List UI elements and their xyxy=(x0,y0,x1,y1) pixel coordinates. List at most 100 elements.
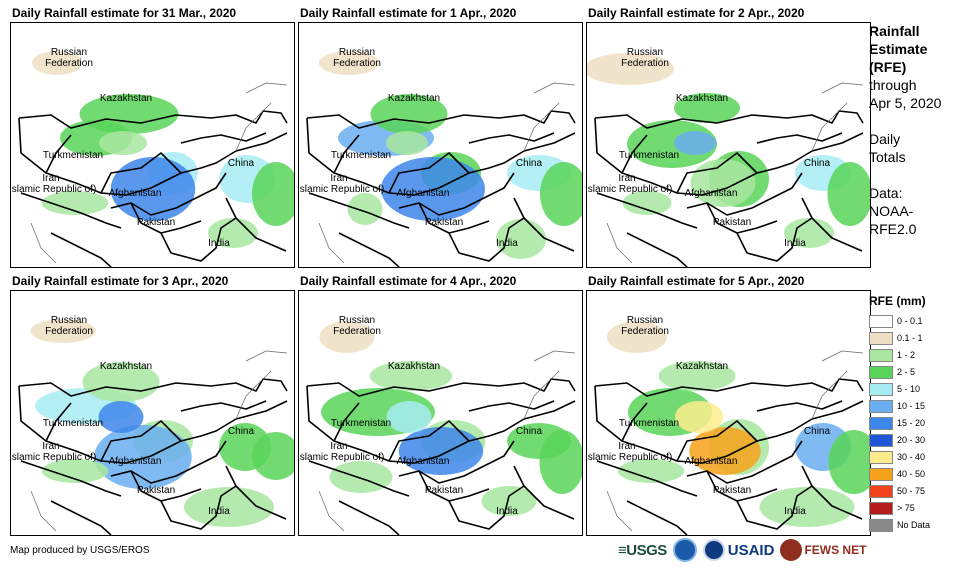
admin-line xyxy=(533,82,576,94)
rainfall-panel-1: Daily Rainfall estimate for 1 Apr., 2020… xyxy=(298,6,583,268)
map-label-afghanistan: Afghanistan xyxy=(108,456,162,467)
map-label-turkmenistan: Turkmenistan xyxy=(618,150,680,161)
rainfall-map: Russian Federation Kazakhstan Turkmenistan C… xyxy=(586,22,871,268)
legend-swatch xyxy=(869,433,893,447)
map-canvas xyxy=(18,51,294,267)
admin-line xyxy=(318,222,345,264)
map-credit: Map produced by USGS/EROS xyxy=(10,545,150,556)
country-border xyxy=(594,110,864,129)
admin-line xyxy=(821,350,864,362)
rainfall-panel-4: Daily Rainfall estimate for 4 Apr., 2020… xyxy=(298,274,583,536)
legend-swatch xyxy=(869,416,893,430)
admin-line xyxy=(245,82,288,94)
info-end-date: Apr 5, 2020 xyxy=(869,95,942,111)
legend-item: 30 - 40 xyxy=(869,449,961,465)
map-canvas xyxy=(18,319,294,535)
panel-title: Daily Rainfall estimate for 2 Apr., 2020 xyxy=(588,6,805,20)
map-label-china: China xyxy=(803,158,831,169)
rainfall-area xyxy=(94,425,192,489)
legend-label: 1 - 2 xyxy=(897,350,916,360)
fews-net-seal-icon xyxy=(780,539,803,561)
admin-line xyxy=(606,490,633,532)
admin-line xyxy=(606,222,633,264)
map-label-india: India xyxy=(784,506,806,517)
country-border xyxy=(308,460,410,497)
rainfall-area xyxy=(82,362,160,402)
rainfall-area xyxy=(319,51,379,75)
rainfall-area xyxy=(386,401,432,433)
map-label-russia: Russian Federation xyxy=(333,315,381,337)
map-label-afghanistan: Afghanistan xyxy=(396,456,450,467)
map-label-pakistan: Pakistan xyxy=(136,485,176,496)
panel-title: Daily Rainfall estimate for 4 Apr., 2020 xyxy=(300,274,517,288)
map-label-kazakhstan: Kazakhstan xyxy=(387,93,441,104)
rainfall-area xyxy=(99,131,147,155)
rainfall-area xyxy=(79,94,179,134)
map-label-afghanistan: Afghanistan xyxy=(684,456,738,467)
rainfall-area xyxy=(828,430,870,494)
country-border xyxy=(388,420,470,462)
rainfall-area xyxy=(184,487,274,527)
rainfall-area xyxy=(329,461,393,493)
rainfall-panel-3: Daily Rainfall estimate for 3 Apr., 2020… xyxy=(10,274,295,536)
rainfall-map: Russian Federation Kazakhstan Turkmenistan C… xyxy=(298,290,583,536)
rainfall-area xyxy=(252,432,294,480)
rainfall-area xyxy=(759,487,855,527)
rainfall-area xyxy=(784,218,834,248)
rainfall-area xyxy=(30,319,96,343)
admin-line xyxy=(30,222,57,264)
rainfall-area xyxy=(398,427,484,475)
rainfall-area xyxy=(617,459,685,483)
country-border xyxy=(811,485,863,520)
legend-swatch xyxy=(869,450,893,464)
info-source-2: RFE2.0 xyxy=(869,221,917,237)
legend-swatch xyxy=(869,331,893,345)
rainfall-area xyxy=(369,361,453,391)
map-label-pakistan: Pakistan xyxy=(136,217,176,228)
map-label-afghanistan: Afghanistan xyxy=(684,188,738,199)
admin-line xyxy=(235,102,272,152)
map-canvas xyxy=(594,321,870,535)
legend-label: 2 - 5 xyxy=(897,367,916,377)
country-border xyxy=(18,378,288,397)
agency-logos: ≡USGS USAID FEWS NET xyxy=(618,538,866,562)
legend-label: 50 - 75 xyxy=(897,486,926,496)
rainfall-area xyxy=(347,193,383,225)
country-border xyxy=(180,132,267,144)
map-label-iran: Iran (Islamic Republic of) xyxy=(10,441,97,463)
country-border xyxy=(626,500,688,535)
map-label-iran: Iran (Islamic Republic of) xyxy=(586,441,673,463)
legend-title: RFE (mm) xyxy=(869,294,926,308)
map-label-turkmenistan: Turkmenistan xyxy=(618,418,680,429)
panel-title: Daily Rainfall estimate for 5 Apr., 2020 xyxy=(588,274,805,288)
map-label-kazakhstan: Kazakhstan xyxy=(675,93,729,104)
admin-line xyxy=(235,370,272,420)
country-border xyxy=(523,485,575,520)
country-border xyxy=(306,110,576,129)
rainfall-area xyxy=(607,321,667,353)
map-label-iran: Iran (Islamic Republic of) xyxy=(586,173,673,195)
rainfall-area xyxy=(689,427,761,475)
info-totals: Totals xyxy=(869,149,906,165)
map-label-russia: Russian Federation xyxy=(621,315,669,337)
map-label-pakistan: Pakistan xyxy=(424,217,464,228)
country-border xyxy=(338,500,400,535)
map-label-russia: Russian Federation xyxy=(621,47,669,69)
rainfall-panel-0: Daily Rainfall estimate for 31 Mar., 202… xyxy=(10,6,295,268)
legend-label: 5 - 10 xyxy=(897,384,921,394)
country-border xyxy=(100,152,182,194)
noaa-logo xyxy=(672,538,697,562)
rainfall-map: Russian Federation Kazakhstan Turkmenistan C… xyxy=(586,290,871,536)
map-label-pakistan: Pakistan xyxy=(424,485,464,496)
rainfall-area xyxy=(32,51,82,75)
country-border xyxy=(235,217,287,252)
map-label-china: China xyxy=(227,426,255,437)
country-border xyxy=(18,110,288,129)
country-border xyxy=(333,134,360,174)
info-heading-2: Estimate xyxy=(869,41,928,57)
rainfall-area xyxy=(252,162,294,226)
admin-line xyxy=(811,370,848,420)
country-border xyxy=(811,217,863,252)
map-label-india: India xyxy=(496,238,518,249)
legend-label: 15 - 20 xyxy=(897,418,926,428)
